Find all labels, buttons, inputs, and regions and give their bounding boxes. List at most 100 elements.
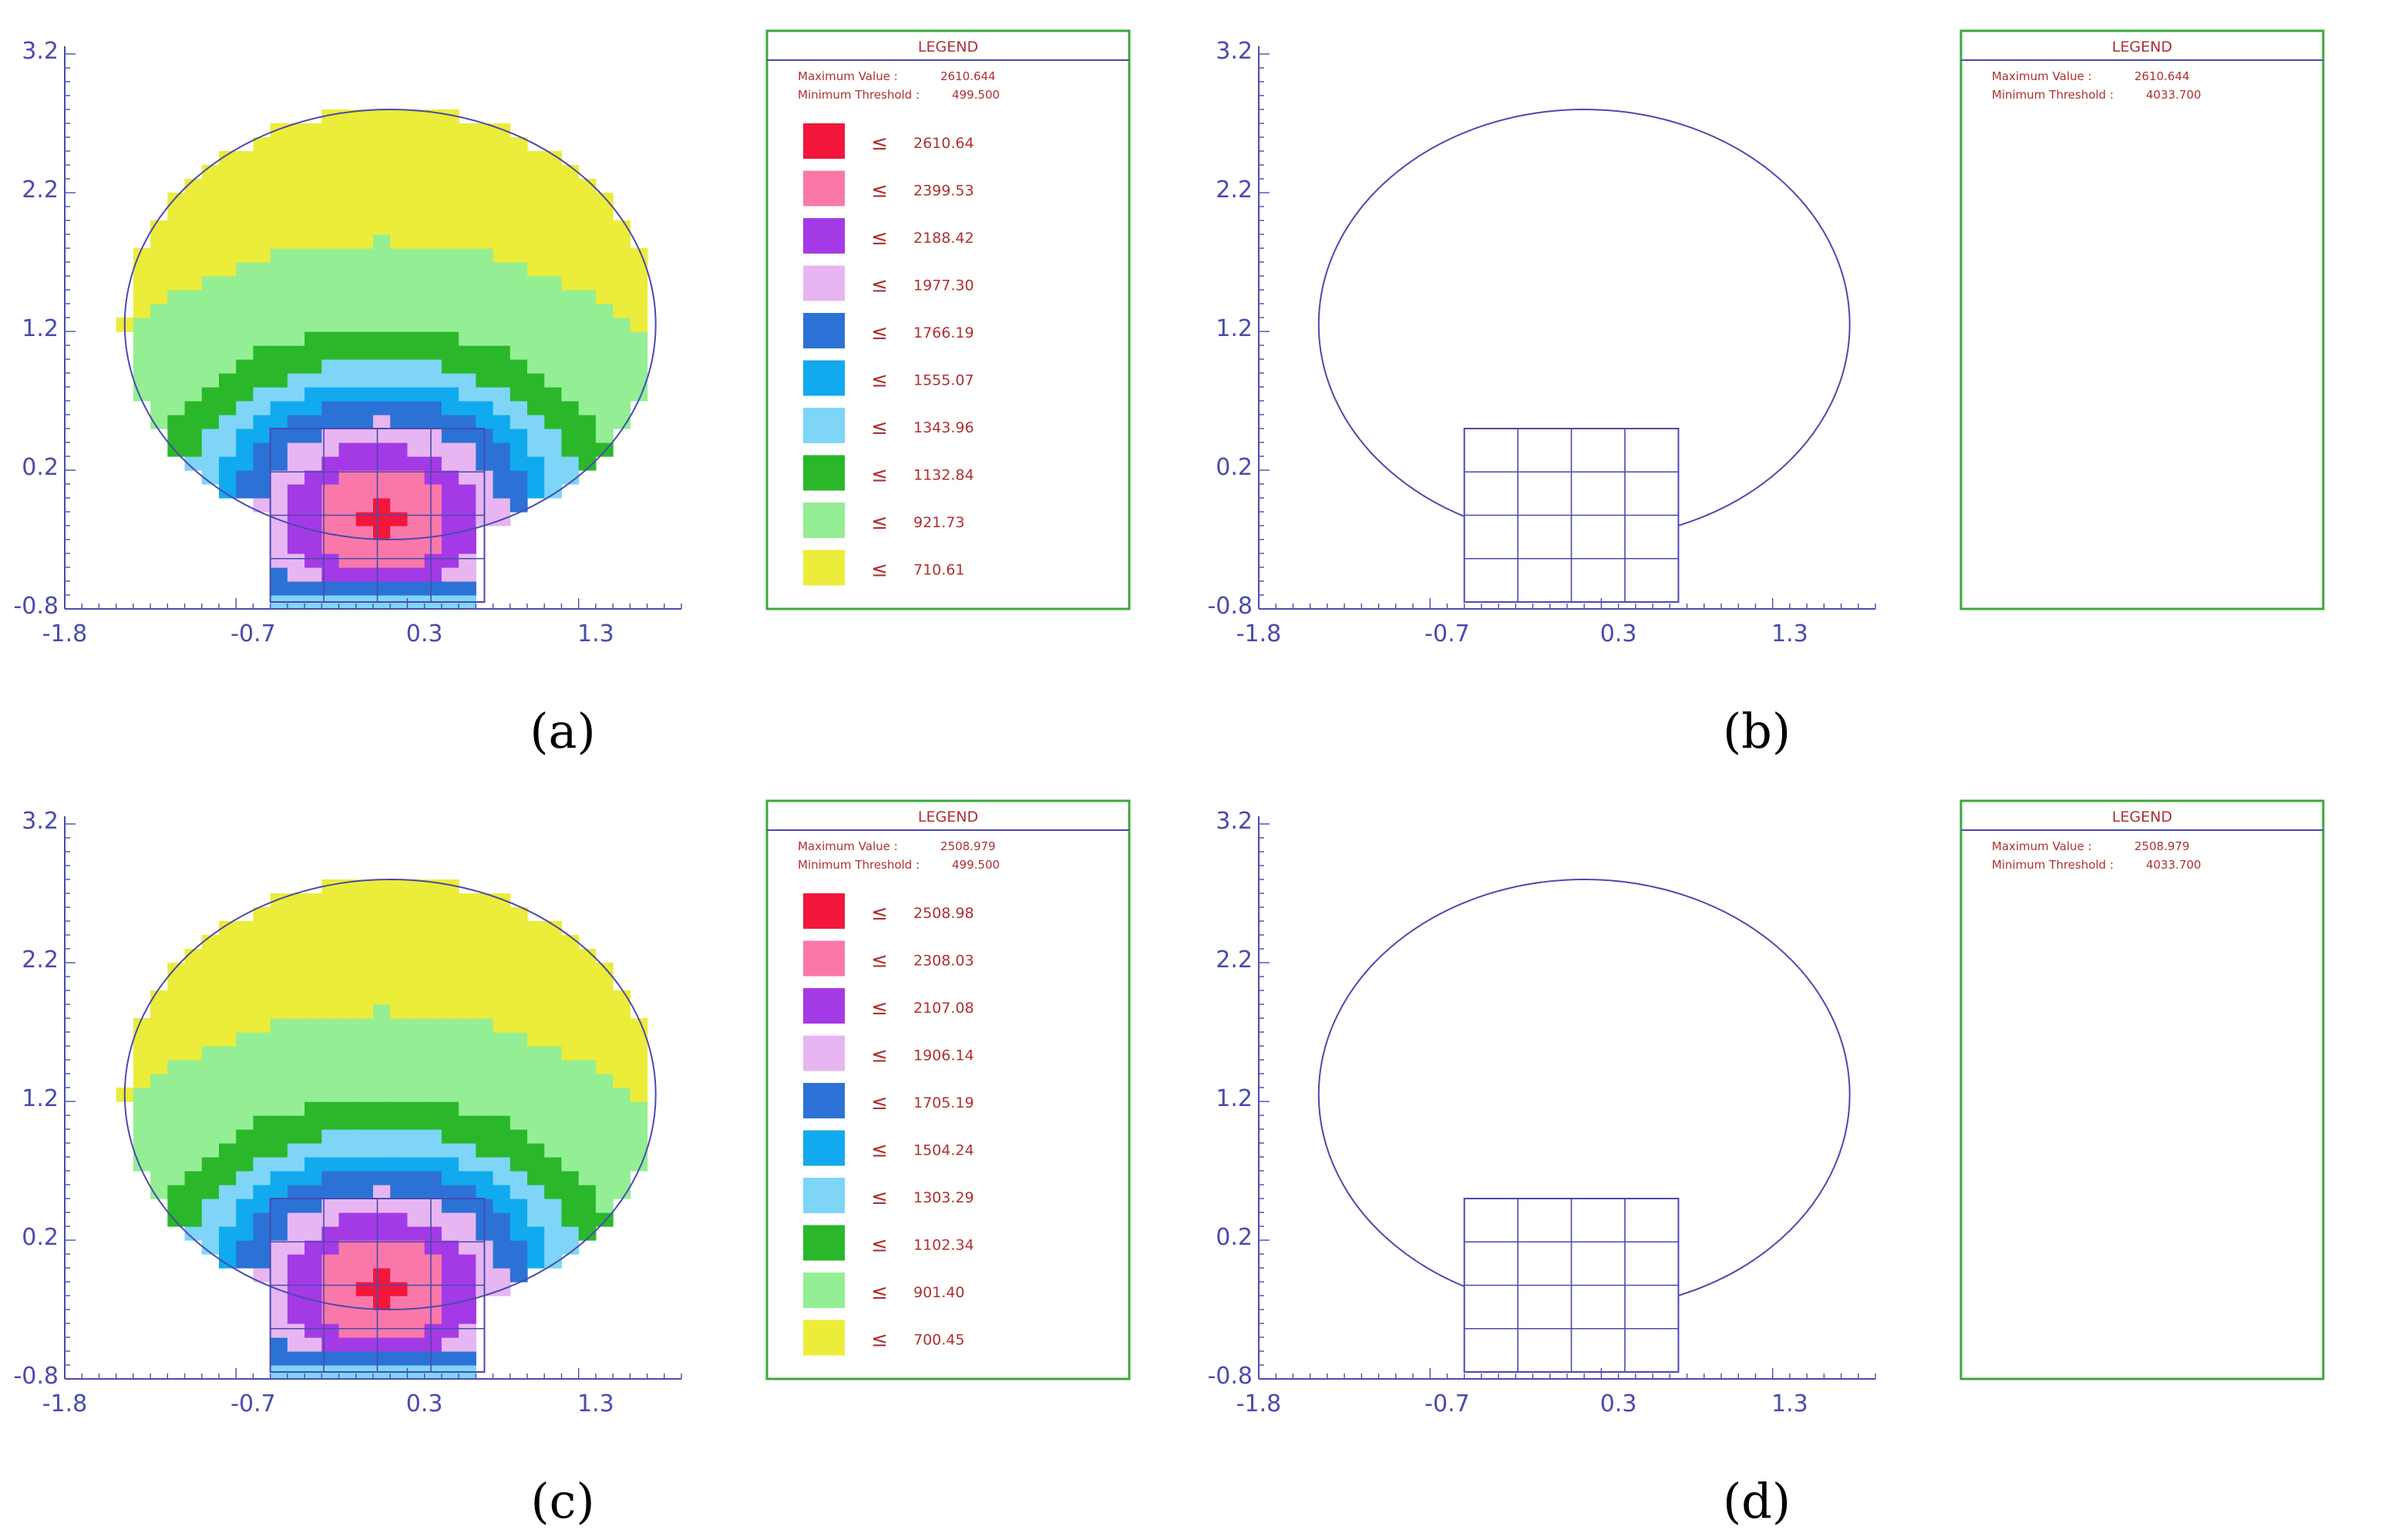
- heat-cell: [544, 373, 563, 388]
- heat-cell: [390, 567, 409, 582]
- heat-cell: [459, 949, 476, 963]
- heat-cell: [390, 415, 409, 429]
- heat-cell: [476, 151, 494, 166]
- heat-cell: [510, 1046, 528, 1061]
- heat-cell: [270, 387, 288, 402]
- y-tick-label: 2.2: [1216, 947, 1253, 973]
- heat-cell: [510, 1212, 528, 1227]
- heat-cell: [270, 1143, 288, 1158]
- heat-cell: [321, 1296, 340, 1310]
- heat-cell: [544, 921, 563, 936]
- heat-cell: [476, 359, 494, 374]
- heat-cell: [441, 248, 459, 263]
- heat-cell: [338, 553, 357, 568]
- heat-cell: [407, 179, 425, 193]
- heat-cell: [578, 345, 597, 360]
- heat-cell: [321, 276, 340, 291]
- heat-cell: [338, 512, 357, 526]
- y-tick-label: 1.2: [22, 1085, 59, 1112]
- heat-cell: [630, 1143, 648, 1158]
- x-tick-label: -1.8: [42, 1390, 88, 1417]
- heat-cell: [287, 220, 305, 235]
- heat-cell: [373, 304, 391, 318]
- heat-cell: [201, 990, 220, 1005]
- heat-cell: [595, 234, 614, 249]
- heat-cell: [287, 429, 305, 443]
- heat-cell: [390, 526, 409, 540]
- heat-cell: [253, 276, 271, 291]
- heat-cell: [304, 456, 322, 471]
- heat-cell: [493, 498, 511, 513]
- heat-cell: [304, 1296, 322, 1310]
- heat-cell: [184, 345, 203, 360]
- legend-leq-icon: ≤: [871, 1044, 888, 1068]
- heat-cell: [527, 318, 545, 332]
- heat-cell: [304, 498, 322, 513]
- heat-cell: [630, 290, 648, 304]
- heat-cell: [441, 470, 459, 485]
- heat-cell: [253, 290, 271, 304]
- heat-cell: [219, 921, 237, 936]
- heat-cell: [270, 1268, 288, 1283]
- heat-cell: [287, 553, 305, 568]
- heat-cell: [338, 248, 357, 263]
- heat-cell: [630, 1101, 648, 1116]
- heat-cell: [544, 949, 563, 963]
- legend-swatch: [803, 1320, 845, 1356]
- heat-cell: [527, 331, 545, 346]
- heat-cell: [355, 373, 374, 388]
- heat-cells: [116, 109, 648, 610]
- heat-cell: [459, 1115, 476, 1130]
- heat-cell: [390, 1337, 409, 1352]
- heat-cell: [510, 1088, 528, 1102]
- heat-cell: [493, 907, 511, 922]
- heat-cell: [595, 1115, 614, 1130]
- heat-cell: [441, 359, 459, 374]
- heat-cell: [321, 151, 340, 166]
- heat-cell: [304, 1074, 322, 1088]
- heat-cell: [304, 262, 322, 277]
- heat-cell: [544, 1254, 563, 1269]
- legend-min-value: 499.500: [952, 858, 1000, 872]
- heat-cell: [304, 359, 322, 374]
- legend-value-label: 1102.34: [913, 1237, 974, 1254]
- heat-cell: [407, 498, 425, 513]
- heat-cell: [441, 1199, 459, 1213]
- heat-cell: [355, 165, 374, 180]
- heat-cell: [459, 331, 476, 346]
- heat-cell: [544, 484, 563, 499]
- y-tick-label: 3.2: [22, 808, 59, 835]
- heat-cell: [390, 1199, 409, 1213]
- heat-cell: [407, 512, 425, 526]
- heat-cell: [390, 1046, 409, 1061]
- heat-cell: [476, 276, 494, 291]
- heat-cell: [219, 207, 237, 221]
- heat-cell: [459, 1212, 476, 1227]
- heat-cell: [493, 318, 511, 332]
- heat-cell: [424, 1268, 442, 1283]
- heat-cell: [476, 1074, 494, 1088]
- heat-cell: [355, 387, 374, 402]
- heat-cell: [441, 429, 459, 443]
- heat-cell: [321, 1115, 340, 1130]
- heat-cell: [476, 921, 494, 936]
- heat-cell: [578, 1046, 597, 1061]
- heat-cell: [407, 429, 425, 443]
- heat-cell: [355, 1171, 374, 1185]
- legend-value-label: 2399.53: [913, 183, 974, 200]
- heat-cell: [441, 442, 459, 457]
- heat-cell: [459, 193, 476, 207]
- heat-cell: [321, 234, 340, 249]
- heat-cell: [270, 442, 288, 457]
- heat-cell: [407, 1310, 425, 1324]
- heat-cell: [355, 290, 374, 304]
- domain-outline: [123, 879, 657, 1310]
- heat-cell: [270, 1323, 288, 1338]
- heat-cell: [167, 207, 186, 221]
- heat-cell: [441, 345, 459, 360]
- heat-cell: [253, 1199, 271, 1213]
- domain-outline: [123, 109, 657, 540]
- heat-cell: [304, 1032, 322, 1047]
- heat-cell: [150, 1032, 168, 1047]
- heat-cell: [219, 262, 237, 277]
